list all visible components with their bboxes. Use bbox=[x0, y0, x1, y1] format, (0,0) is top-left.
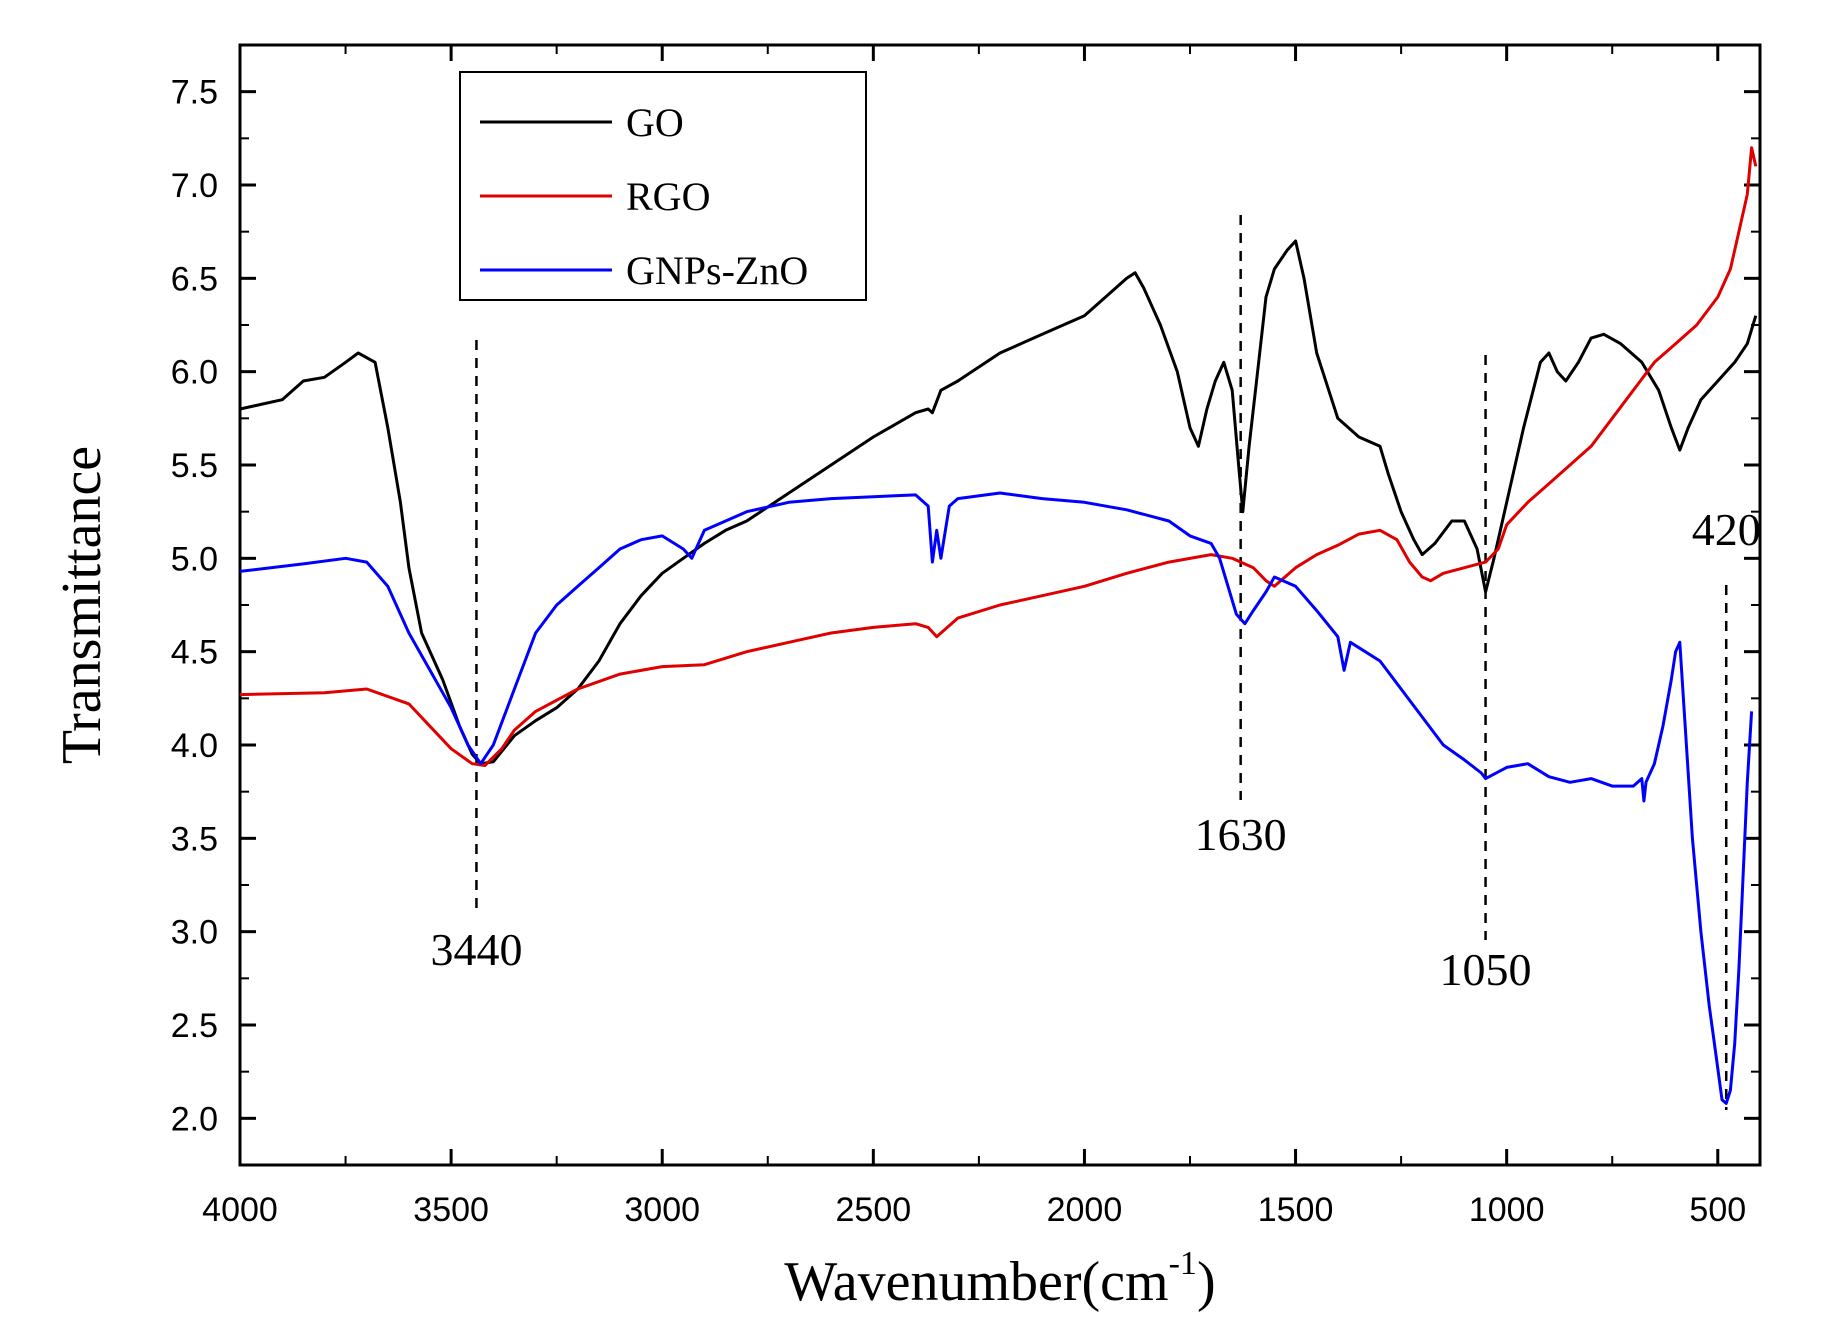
x-axis: 4000 3500 3000 2500 2000 1500 1000 500 bbox=[202, 45, 1746, 1229]
x-tick-label: 2000 bbox=[1047, 1191, 1123, 1229]
y-tick-label: 4.0 bbox=[171, 727, 218, 765]
y-axis-title: Transmittance bbox=[51, 446, 113, 764]
legend-label-rgo: RGO bbox=[626, 174, 710, 219]
y-tick-label: 3.0 bbox=[171, 914, 218, 952]
series-line-gnps-zno bbox=[239, 491, 1754, 1105]
x-tick-label: 1000 bbox=[1469, 1191, 1545, 1229]
x-axis-title-main: Wavenumber(cm bbox=[784, 1251, 1168, 1313]
x-tick-label: 3000 bbox=[624, 1191, 700, 1229]
legend-label-go: GO bbox=[626, 100, 684, 145]
series-line-go bbox=[239, 239, 1758, 766]
legend-box bbox=[459, 71, 867, 301]
series-group bbox=[239, 146, 1758, 1105]
legend: GO RGO GNPs-ZnO bbox=[459, 71, 867, 301]
y-axis: 2.0 2.5 3.0 3.5 4.0 4.5 5.0 5.5 6.0 6.5 7.0 7.5 bbox=[171, 44, 1760, 1138]
annotation-label: 1050 bbox=[1440, 944, 1532, 995]
peak-annotations: 3440 1630 1050 420 bbox=[430, 215, 1761, 1110]
legend-label-gnps-zno: GNPs-ZnO bbox=[626, 248, 808, 293]
y-tick-label: 2.0 bbox=[171, 1100, 218, 1138]
annotation-label: 1630 bbox=[1195, 809, 1287, 860]
x-tick-label: 4000 bbox=[202, 1191, 278, 1229]
x-axis-title-superscript: -1 bbox=[1169, 1245, 1197, 1282]
y-tick-label: 7.5 bbox=[171, 74, 218, 112]
annotation-label: 3440 bbox=[430, 924, 522, 975]
y-tick-label: 7.0 bbox=[171, 167, 218, 205]
x-tick-label: 3500 bbox=[413, 1191, 489, 1229]
x-tick-label: 1500 bbox=[1258, 1191, 1334, 1229]
x-tick-label: 2500 bbox=[836, 1191, 912, 1229]
y-tick-label: 2.5 bbox=[171, 1007, 218, 1045]
y-tick-label: 3.5 bbox=[171, 820, 218, 858]
y-tick-label: 4.5 bbox=[171, 634, 218, 672]
annotation-label: 420 bbox=[1692, 504, 1761, 555]
x-axis-title-end: ) bbox=[1197, 1251, 1216, 1313]
y-tick-label: 5.0 bbox=[171, 540, 218, 578]
y-tick-label: 6.5 bbox=[171, 260, 218, 298]
x-axis-title: Wavenumber(cm-1) bbox=[784, 1245, 1215, 1313]
x-tick-label: 500 bbox=[1689, 1191, 1746, 1229]
series-line-rgo bbox=[239, 146, 1758, 767]
y-tick-label: 6.0 bbox=[171, 354, 218, 392]
y-tick-label: 5.5 bbox=[171, 447, 218, 485]
